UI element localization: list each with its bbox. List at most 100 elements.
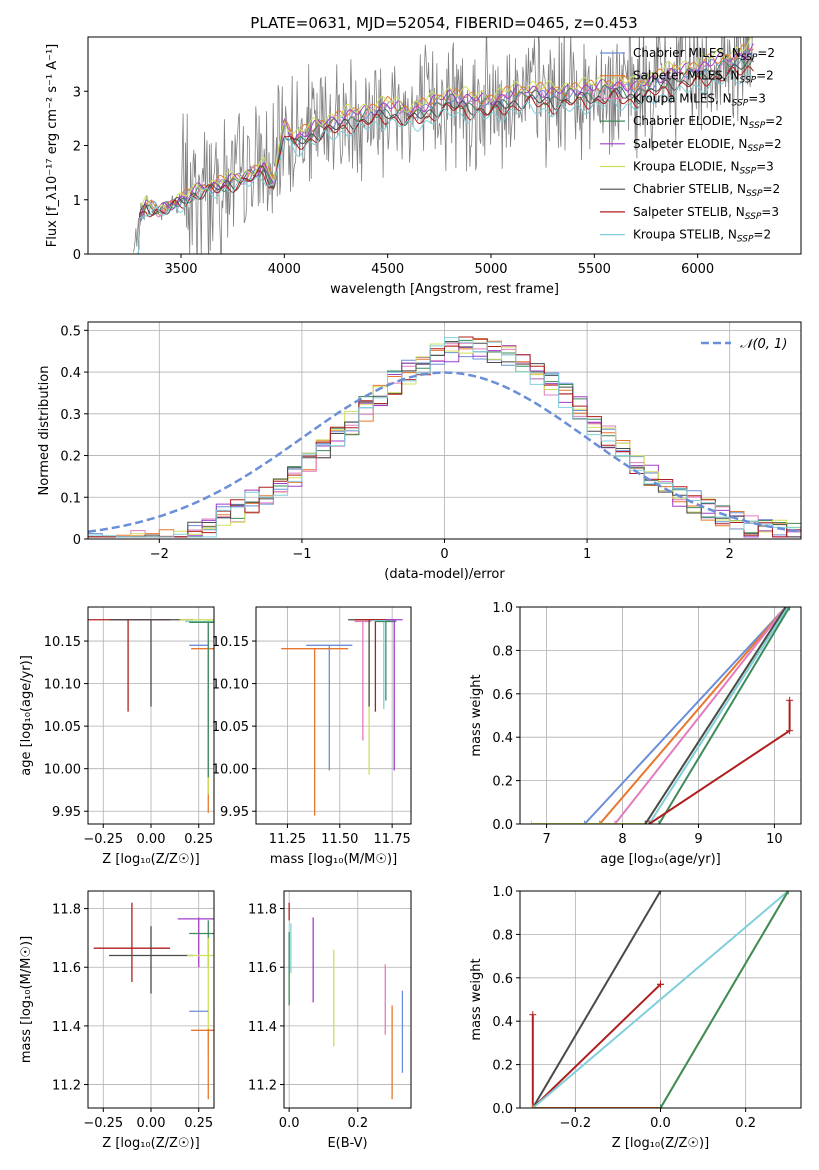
- y-tick-label: 0.1: [60, 491, 81, 506]
- y-tick-label: 10.15: [212, 635, 249, 650]
- x-tick-label: 0: [440, 547, 448, 562]
- axes-frame: [519, 606, 802, 825]
- legend-label: Chabrier ELODIE, NSSP=2: [633, 114, 783, 131]
- spectrum-panel: 3500 4000 4500 5000 5500 6000 0 1 2 3 wavelength […: [45, 36, 802, 297]
- model-spectrum-salpeter_stelib: [133, 66, 754, 254]
- model-spectrum-kroupa_miles: [133, 52, 754, 254]
- y-axis-label: Normed distribution: [37, 366, 52, 496]
- x-tick-label: 0.25: [184, 832, 213, 847]
- x-tick-label: 0.00: [137, 832, 166, 847]
- mass-weight-line-chabrier_stelib: [644, 607, 787, 824]
- age-vs-z-panel: −0.25 0.00 0.25 9.95 10.00 10.05 10.10 10.15 Z […: [19, 606, 215, 867]
- plot-area: [133, 37, 754, 254]
- mass-weight-line-salpeter_miles: [598, 607, 787, 824]
- x-tick-label: 11.25: [269, 832, 306, 847]
- y-tick-label: 0.2: [60, 450, 81, 465]
- x-axis-label: mass [log₁₀(M/M☉)]: [270, 852, 397, 867]
- legend-label: Salpeter STELIB, NSSP=3: [633, 205, 779, 222]
- x-axis-label: Z [log₁₀(Z/Z☉)]: [102, 852, 199, 867]
- x-tick-label: 0.0: [650, 1116, 671, 1131]
- x-tick-label: 0.25: [184, 1116, 213, 1131]
- y-tick-label: 0.2: [492, 1059, 513, 1074]
- x-axis-label: Z [log₁₀(Z/Z☉)]: [102, 1136, 199, 1151]
- y-tick-label: 0.5: [60, 324, 81, 339]
- mass-weight-vs-z-panel: −0.2 0.0 0.2 0.0 0.2 0.4 0.6 0.8 1.0 Z [log₁₀(Z/Z…: [469, 885, 802, 1151]
- y-tick-label: 0.4: [492, 1015, 513, 1030]
- y-tick-label: 11.8: [248, 903, 277, 918]
- y-tick-label: 9.95: [220, 805, 249, 820]
- y-tick-label: 0.8: [492, 928, 513, 943]
- x-tick-label: 11.75: [374, 832, 411, 847]
- y-tick-label: 0.4: [60, 366, 81, 381]
- legend-label: 𝒩(0, 1): [740, 337, 787, 352]
- y-tick-label: 11.6: [248, 961, 277, 976]
- x-axis-label: (data-model)/error: [384, 567, 505, 582]
- y-tick-label: 10.00: [212, 763, 249, 778]
- y-tick-label: 11.4: [52, 1020, 81, 1035]
- mass-vs-z-panel: −0.25 0.00 0.25 11.2 11.4 11.6 11.8 Z [log₁₀(Z/…: [19, 890, 215, 1151]
- model-spectrum-chabrier_elodie: [133, 56, 754, 254]
- plot-area: [288, 902, 404, 1100]
- x-tick-label: 0.2: [347, 1116, 368, 1131]
- x-tick-label: 0.00: [137, 1116, 166, 1131]
- axes-frame: [255, 606, 412, 825]
- mass-weight-line-salpeter_stelib: [532, 983, 662, 1108]
- x-tick-label: 10: [766, 832, 783, 847]
- mass-weight-line-chabrier_elodie: [658, 607, 791, 824]
- y-axis-label: mass weight: [469, 958, 484, 1040]
- x-tick-label: 2: [726, 547, 734, 562]
- x-tick-label: 0.2: [735, 1116, 756, 1131]
- y-axis-label: mass [log₁₀(M/M☉)]: [19, 936, 34, 1063]
- x-tick-label: 0.0: [279, 1116, 300, 1131]
- x-axis-label: Z [log₁₀(Z/Z☉)]: [612, 1136, 709, 1151]
- y-tick-label: 11.2: [248, 1079, 277, 1094]
- mass-weight-vs-age-panel: 7 8 9 10 0.0 0.2 0.4 0.6 0.8 1.0 age [log₁₀(age/yr…: [469, 601, 802, 867]
- model-spectrum-kroupa_elodie: [133, 37, 754, 254]
- model-spectrum-kroupa_stelib: [133, 73, 754, 254]
- x-tick-label: 3500: [164, 262, 197, 277]
- x-tick-label: 4000: [268, 262, 301, 277]
- y-tick-label: 3: [73, 85, 81, 100]
- x-tick-label: −0.25: [83, 1116, 123, 1131]
- axes-frame: [283, 890, 412, 1109]
- y-tick-label: 10.10: [44, 678, 81, 693]
- legend-label: Salpeter ELODIE, NSSP=2: [633, 137, 782, 154]
- y-tick-label: 10.05: [44, 720, 81, 735]
- y-tick-label: 0.0: [492, 1102, 513, 1117]
- x-axis-label: wavelength [Angstrom, rest frame]: [330, 282, 559, 297]
- x-tick-label: −2: [150, 547, 169, 562]
- histogram-kroupa_stelib: [88, 337, 801, 538]
- y-tick-label: 11.4: [248, 1020, 277, 1035]
- x-tick-label: 7: [542, 832, 550, 847]
- mass-weight-line-kroupa_elodie: [531, 607, 787, 824]
- x-tick-label: 8: [618, 832, 626, 847]
- normal-curve: [88, 371, 801, 533]
- x-axis-label: age [log₁₀(age/yr)]: [600, 852, 721, 867]
- x-tick-label: 1: [583, 547, 591, 562]
- y-axis-label: Flux [f_λ10⁻¹⁷ erg cm⁻² s⁻¹ A⁻¹]: [45, 44, 60, 248]
- spectrum-legend: Chabrier MILES, NSSP=2 Salpeter MILES, NS…: [600, 46, 783, 245]
- y-tick-label: 0: [73, 533, 81, 548]
- mass-weight-line-kroupa_stelib: [532, 891, 789, 1108]
- plot-area: [88, 336, 801, 538]
- x-tick-label: 5500: [578, 262, 611, 277]
- y-tick-label: 0.6: [492, 972, 513, 987]
- plot-area: [529, 891, 792, 1108]
- y-tick-label: 0.3: [60, 408, 81, 423]
- x-axis-label: E(B-V): [327, 1136, 367, 1151]
- y-tick-label: 1.0: [492, 601, 513, 616]
- y-tick-label: 0: [73, 248, 81, 263]
- y-tick-label: 11.2: [52, 1079, 81, 1094]
- legend-label: Salpeter MILES, NSSP=2: [633, 69, 774, 86]
- residual-panel: −2 −1 0 1 2 0 0.1 0.2 0.3 0.4 0.5 (data-model)/erro…: [37, 321, 802, 582]
- x-tick-label: −0.2: [560, 1116, 592, 1131]
- y-tick-label: 2: [73, 140, 81, 155]
- legend-label: Kroupa ELODIE, NSSP=3: [633, 160, 774, 177]
- histogram-kroupa_elodie: [88, 338, 801, 538]
- age-vs-mass-panel: 11.25 11.50 11.75 9.95 10.00 10.05 10.10 10.15 m…: [212, 606, 412, 867]
- y-tick-label: 1: [73, 194, 81, 209]
- y-tick-label: 0.6: [492, 688, 513, 703]
- y-axis-label: mass weight: [469, 674, 484, 756]
- x-tick-label: −0.25: [83, 832, 123, 847]
